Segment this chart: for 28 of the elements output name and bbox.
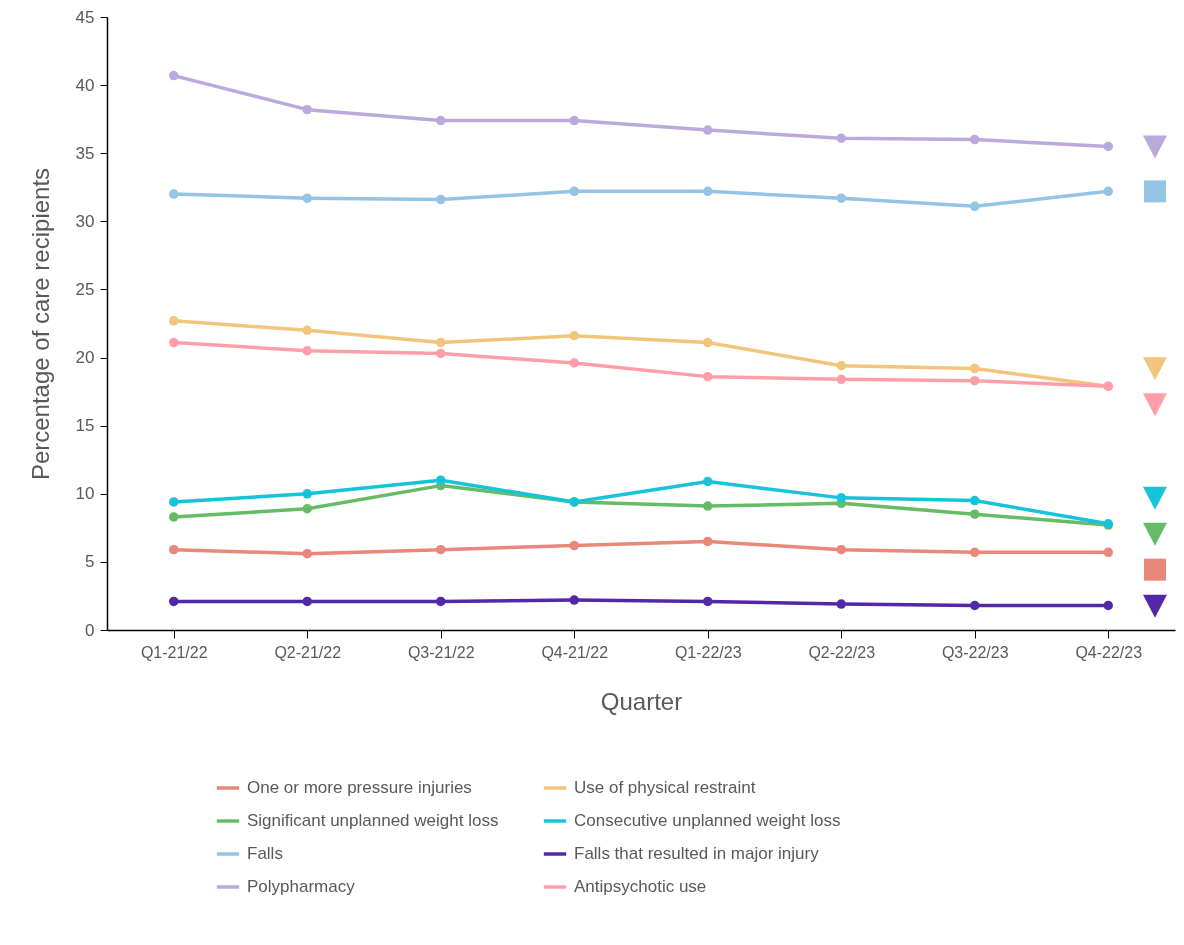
x-tick-label: Q4-22/23 (1075, 643, 1143, 661)
y-tick-label: 10 (75, 484, 95, 504)
legend-label: Use of physical restraint (574, 778, 756, 797)
x-tick-label: Q3-21/22 (407, 643, 475, 661)
y-tick-label: 5 (85, 552, 95, 572)
legend-label: Polypharmacy (247, 877, 356, 896)
x-axis-title: Quarter (600, 687, 683, 715)
y-tick-label: 0 (85, 620, 95, 640)
y-tick-label: 30 (75, 211, 95, 231)
x-tick-label: Q1-21/22 (140, 643, 208, 661)
y-tick-label: 40 (75, 75, 95, 95)
legend-label: Falls (247, 844, 283, 863)
legend-label: Consecutive unplanned weight loss (574, 811, 841, 830)
legend-label: One or more pressure injuries (247, 778, 472, 797)
legend-label: Antipsychotic use (574, 877, 707, 896)
legend-label: Falls that resulted in major injury (574, 844, 820, 863)
x-tick-label: Q1-22/23 (674, 643, 742, 661)
y-tick-label: 45 (75, 7, 95, 27)
y-axis-title: Percentage of care recipients (26, 167, 54, 481)
x-tick-label: Q2-21/22 (274, 643, 342, 661)
y-tick-label: 15 (75, 416, 95, 436)
x-tick-label: Q2-22/23 (808, 643, 876, 661)
y-tick-label: 20 (75, 348, 95, 368)
x-tick-label: Q4-21/22 (541, 643, 609, 661)
y-tick-label: 35 (75, 143, 95, 163)
x-tick-label: Q3-22/23 (941, 643, 1009, 661)
legend-label: Significant unplanned weight loss (247, 811, 499, 830)
y-tick-label: 25 (75, 279, 95, 299)
